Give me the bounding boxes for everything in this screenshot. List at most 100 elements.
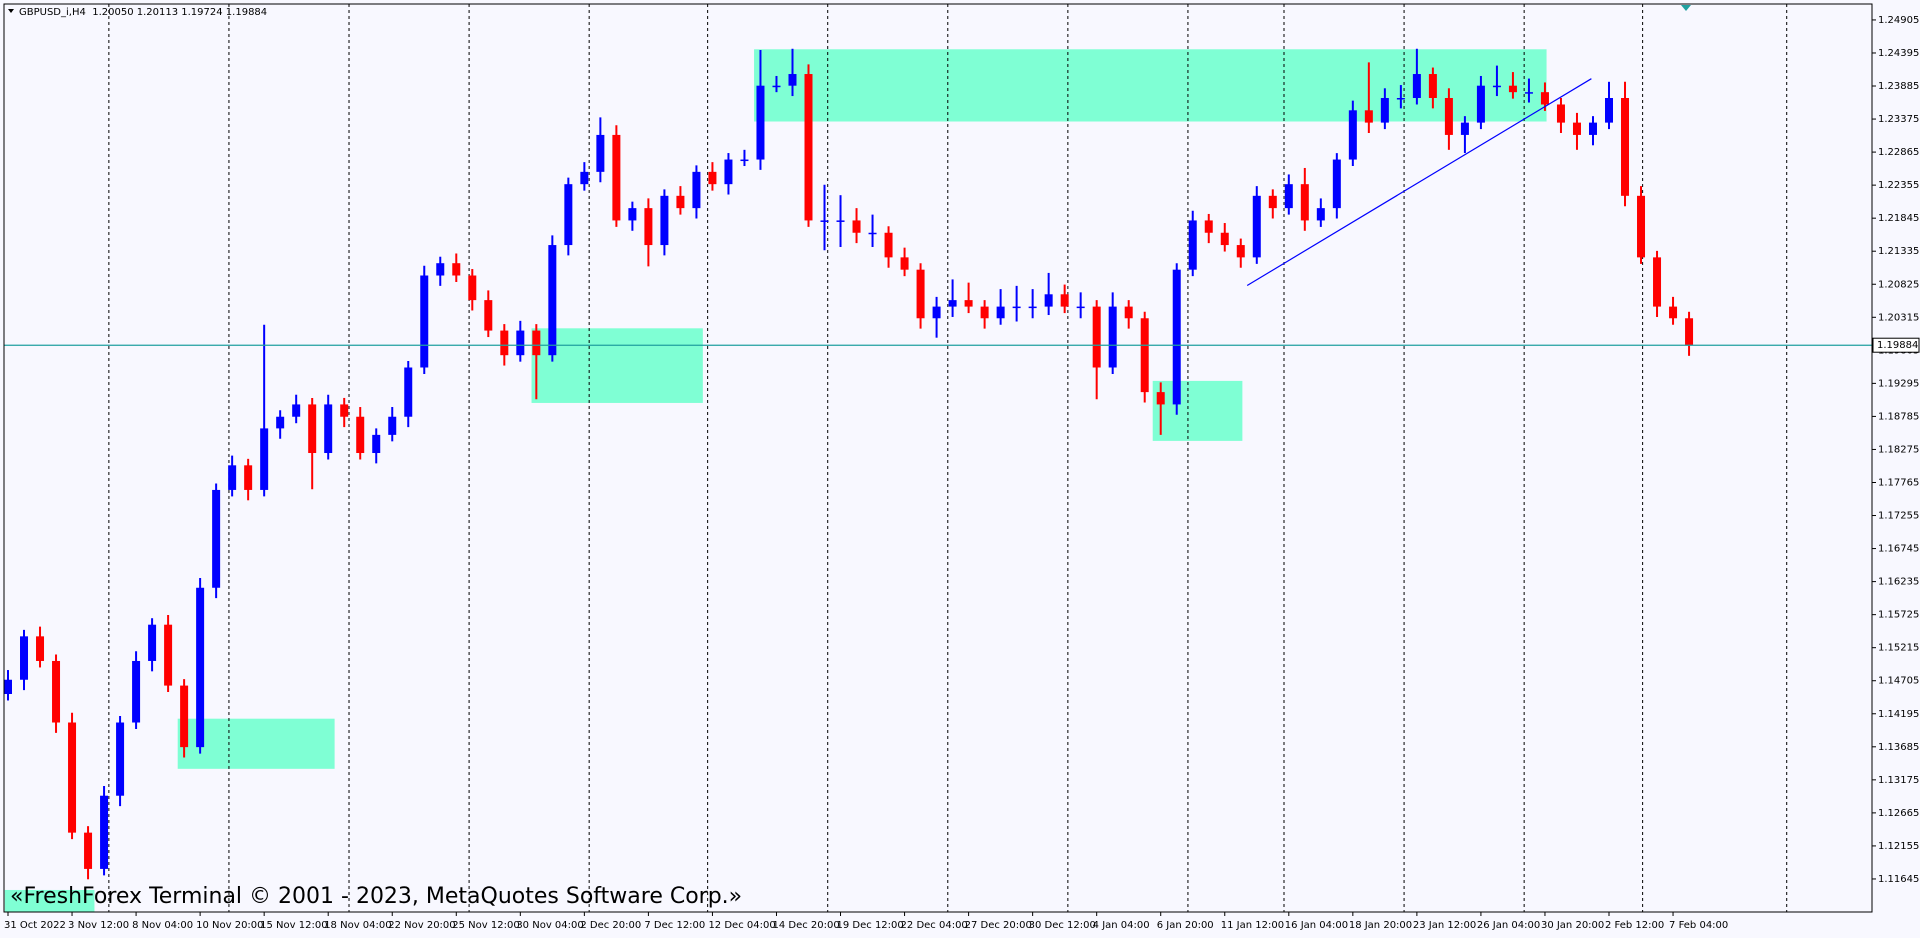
candle-body — [804, 74, 813, 221]
candle-body — [772, 85, 781, 88]
candle-body — [532, 330, 541, 356]
y-tick-label: 1.16235 — [1878, 577, 1919, 588]
x-tick-label: 4 Jan 04:00 — [1093, 920, 1150, 931]
candle-body — [1637, 195, 1646, 258]
x-tick-label: 16 Jan 04:00 — [1285, 920, 1348, 931]
candle-body — [868, 232, 877, 235]
x-tick-label: 22 Dec 04:00 — [901, 920, 968, 931]
x-tick-label: 30 Nov 04:00 — [516, 920, 583, 931]
x-tick-label: 26 Jan 04:00 — [1477, 920, 1540, 931]
y-tick-label: 1.19295 — [1878, 378, 1919, 389]
candle-body — [1140, 318, 1149, 393]
candle-body — [1204, 220, 1213, 233]
candle-body — [1108, 306, 1117, 368]
y-tick-label: 1.20315 — [1878, 312, 1919, 323]
candle-body — [228, 465, 237, 490]
candle-body — [84, 832, 93, 869]
x-tick-label: 2 Dec 20:00 — [580, 920, 641, 931]
candle-body — [1220, 232, 1229, 246]
candle-body — [1524, 92, 1533, 94]
y-tick-label: 1.15215 — [1878, 643, 1919, 654]
zone — [1152, 380, 1243, 441]
candle-body — [660, 195, 669, 246]
candle-body — [1460, 122, 1469, 135]
candle-body — [148, 624, 157, 661]
x-tick-label: 8 Nov 04:00 — [132, 920, 193, 931]
shift-marker — [1681, 5, 1691, 11]
x-tick-label: 25 Nov 12:00 — [452, 920, 519, 931]
x-tick-label: 31 Oct 2022 — [4, 920, 66, 931]
candle-body — [548, 245, 557, 356]
candle-body — [468, 275, 477, 301]
x-tick-label: 15 Nov 12:00 — [260, 920, 327, 931]
candle-body — [1621, 98, 1630, 196]
candle-body — [1492, 85, 1501, 88]
candle-body — [580, 171, 589, 185]
menu-arrow[interactable] — [8, 9, 14, 13]
x-tick-label: 6 Jan 20:00 — [1157, 920, 1214, 931]
separators-layer — [108, 4, 1788, 912]
candle-body — [372, 434, 381, 454]
x-tick-label: 11 Jan 12:00 — [1221, 920, 1284, 931]
y-tick-label: 1.24395 — [1878, 48, 1919, 59]
y-tick-label: 1.17255 — [1878, 511, 1919, 522]
candle-body — [1332, 159, 1341, 209]
x-tick-label: 30 Dec 12:00 — [1029, 920, 1096, 931]
candle-body — [516, 330, 525, 356]
candle-body — [644, 208, 653, 246]
y-tick-label: 1.11645 — [1878, 874, 1919, 885]
candle-body — [388, 416, 397, 435]
zone — [531, 328, 703, 403]
candle-body — [212, 489, 221, 588]
x-tick-label: 19 Dec 12:00 — [837, 920, 904, 931]
candle-body — [276, 416, 285, 429]
candle-body — [1588, 122, 1597, 135]
x-tick-label: 23 Jan 12:00 — [1413, 920, 1476, 931]
y-tick-label: 1.18275 — [1878, 444, 1919, 455]
overlay-layer — [4, 78, 1872, 346]
candle-body — [1124, 306, 1133, 319]
y-tick-label: 1.24905 — [1878, 15, 1919, 26]
candle-body — [1572, 122, 1581, 135]
candle-body — [1556, 104, 1565, 123]
plot-frame — [3, 3, 1873, 913]
x-tick-label: 7 Feb 04:00 — [1669, 920, 1728, 931]
candle-body — [260, 428, 269, 490]
candle-body — [452, 263, 461, 276]
candle-body — [964, 300, 973, 307]
price-label-box — [1872, 337, 1920, 353]
candle-body — [196, 587, 205, 748]
candle-body — [884, 232, 893, 258]
y-tick-label: 1.20825 — [1878, 279, 1919, 290]
x-tick-label: 27 Dec 20:00 — [965, 920, 1032, 931]
candle-body — [180, 685, 189, 748]
candle-body — [1188, 220, 1197, 270]
candle-body — [852, 220, 861, 233]
x-tick-label: 10 Nov 20:00 — [196, 920, 263, 931]
candle-body — [1060, 294, 1069, 307]
candle-body — [596, 134, 605, 172]
y-tick-label: 1.23375 — [1878, 114, 1919, 125]
candle-body — [404, 367, 413, 417]
candle-body — [1156, 392, 1165, 405]
candle-body — [1092, 306, 1101, 368]
y-tick-label: 1.12155 — [1878, 841, 1919, 852]
candle-body — [1236, 245, 1245, 258]
candle-body — [820, 220, 829, 222]
y-tick-label: 1.13685 — [1878, 742, 1919, 753]
candle-body — [628, 208, 637, 221]
x-tick-label: 2 Feb 12:00 — [1605, 920, 1664, 931]
y-tick-label: 1.14195 — [1878, 709, 1919, 720]
candle-body — [1012, 306, 1021, 309]
candle-body — [244, 465, 253, 490]
candle-body — [692, 171, 701, 209]
candle-body — [132, 660, 141, 723]
candle-body — [1028, 306, 1037, 309]
x-tick-label: 14 Dec 20:00 — [772, 920, 839, 931]
candle-body — [1685, 318, 1694, 346]
candle-body — [1380, 98, 1389, 123]
candle-body — [612, 134, 621, 221]
y-tick-label: 1.18785 — [1878, 411, 1919, 422]
y-tick-label: 1.21845 — [1878, 213, 1919, 224]
